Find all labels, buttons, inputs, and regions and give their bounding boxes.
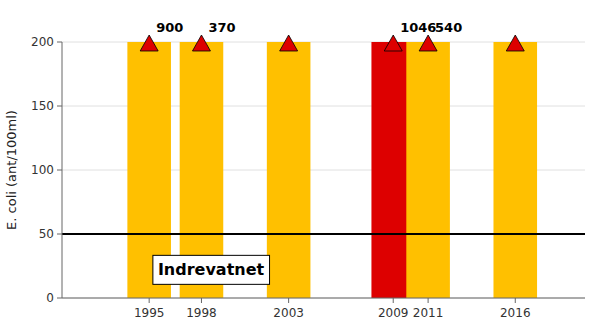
annotations: 900 370 1046540 xyxy=(62,20,585,234)
y-tick xyxy=(57,42,62,43)
x-tick xyxy=(393,298,394,303)
x-tick-label: 2009 xyxy=(378,306,409,320)
x-tick xyxy=(428,298,429,303)
x-tick xyxy=(288,298,289,303)
x-tick-label: 1998 xyxy=(186,306,217,320)
annotation-text: Indrevatnet xyxy=(158,260,265,279)
y-tick xyxy=(57,170,62,171)
x-tick xyxy=(515,298,516,303)
chart: 0 50 100 150 200 900 370 1046540 1995 1998 2003 200… xyxy=(0,0,599,328)
y-tick-label: 150 xyxy=(31,99,54,113)
bar xyxy=(406,42,450,298)
bar xyxy=(493,42,537,298)
x-tick-label: 2003 xyxy=(273,306,304,320)
marker-label: 540 xyxy=(435,20,462,35)
triangle-marker xyxy=(140,35,158,51)
bars xyxy=(127,42,537,298)
grid-line xyxy=(62,298,585,299)
reference-line xyxy=(62,233,585,235)
grid-line xyxy=(62,234,585,235)
triangle-marker xyxy=(280,35,298,51)
x-axis xyxy=(62,298,585,299)
y-tick-label: 0 xyxy=(46,291,54,305)
y-tick xyxy=(57,234,62,235)
bar xyxy=(267,42,311,298)
y-axis-label: E. coli (ant/100ml) xyxy=(4,110,19,230)
x-tick xyxy=(201,298,202,303)
x-tick xyxy=(149,298,150,303)
y-tick xyxy=(57,106,62,107)
marker-label: 900 xyxy=(156,20,183,35)
annotation-frame xyxy=(153,255,270,284)
triangle-marker xyxy=(384,35,402,51)
x-tick-label: 2011 xyxy=(413,306,444,320)
y-tick-label: 200 xyxy=(31,35,54,49)
y-tick-label: 50 xyxy=(39,227,54,241)
y-tick-label: 100 xyxy=(31,163,54,177)
y-tick xyxy=(57,298,62,299)
triangle-marker xyxy=(192,35,210,51)
x-tick-label: 2016 xyxy=(500,306,531,320)
marker-label: 1046 xyxy=(400,20,436,35)
triangle-marker xyxy=(506,35,524,51)
x-tick-label: 1995 xyxy=(134,306,165,320)
marker-label: 370 xyxy=(208,20,235,35)
y-axis xyxy=(62,42,63,298)
annotation-box: Indrevatnet xyxy=(153,255,270,284)
triangle-marker xyxy=(419,35,437,51)
grid xyxy=(62,42,585,298)
